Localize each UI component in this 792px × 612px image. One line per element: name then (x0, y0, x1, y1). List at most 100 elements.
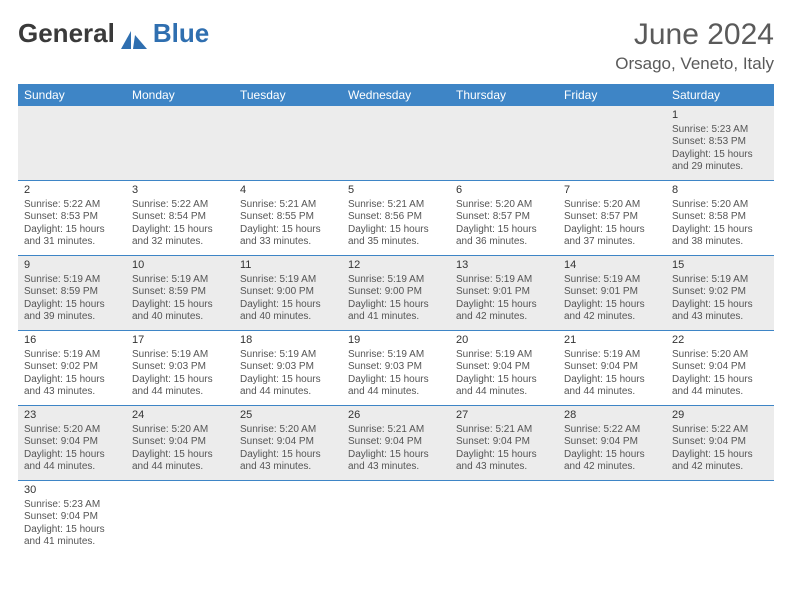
day-detail-line: Sunrise: 5:19 AM (132, 349, 228, 362)
calendar-empty-cell (450, 481, 558, 556)
day-detail-line: Daylight: 15 hours (564, 224, 660, 237)
location: Orsago, Veneto, Italy (615, 54, 774, 74)
month-year: June 2024 (615, 18, 774, 52)
day-detail-line: Sunrise: 5:20 AM (240, 424, 336, 437)
calendar-empty-cell (558, 106, 666, 181)
day-detail-line: and 42 minutes. (564, 461, 660, 474)
day-detail-line: and 41 minutes. (348, 311, 444, 324)
calendar-day-cell: 17Sunrise: 5:19 AMSunset: 9:03 PMDayligh… (126, 331, 234, 406)
day-number: 12 (348, 259, 444, 273)
day-detail-line: Daylight: 15 hours (564, 299, 660, 312)
day-detail-line: and 40 minutes. (240, 311, 336, 324)
calendar-week: 16 Sunrise: 5:19 AM Sunset: 9:02 PM Dayligh… (18, 331, 774, 406)
col-saturday: Saturday (666, 84, 774, 106)
day-number: 27 (456, 409, 552, 423)
day-detail-line: Sunset: 9:04 PM (132, 436, 228, 449)
day-detail-line: Daylight: 15 hours (348, 224, 444, 237)
day-detail-line: Sunset: 8:57 PM (564, 211, 660, 224)
day-detail-line: Sunset: 9:00 PM (240, 286, 336, 299)
calendar-day-cell: 30Sunrise: 5:23 AMSunset: 9:04 PMDayligh… (18, 481, 126, 556)
day-detail-line: Sunrise: 5:19 AM (348, 349, 444, 362)
calendar-day-cell: 4Sunrise: 5:21 AMSunset: 8:55 PMDaylight… (234, 181, 342, 256)
day-detail-line: Sunset: 9:00 PM (348, 286, 444, 299)
calendar-empty-cell (666, 481, 774, 556)
col-friday: Friday (558, 84, 666, 106)
day-detail-line: and 43 minutes. (24, 386, 120, 399)
day-number: 16 (24, 334, 120, 348)
calendar-day-cell: 6Sunrise: 5:20 AMSunset: 8:57 PMDaylight… (450, 181, 558, 256)
day-detail-line: Sunrise: 5:19 AM (672, 274, 768, 287)
day-number: 11 (240, 259, 336, 273)
calendar-week: 9Sunrise: 5:19 AMSunset: 8:59 PMDaylight… (18, 256, 774, 331)
calendar-day-cell: 10Sunrise: 5:19 AMSunset: 8:59 PMDayligh… (126, 256, 234, 331)
day-detail-line: Sunrise: 5:20 AM (672, 349, 768, 362)
day-detail-line: Sunrise: 5:22 AM (672, 424, 768, 437)
day-detail-line: Sunrise: 5:21 AM (348, 424, 444, 437)
brand-part2: Blue (153, 18, 209, 49)
day-number: 25 (240, 409, 336, 423)
day-detail-line: Sunset: 9:04 PM (456, 361, 552, 374)
calendar-day-cell: 25Sunrise: 5:20 AMSunset: 9:04 PMDayligh… (234, 406, 342, 481)
day-number: 3 (132, 184, 228, 198)
day-detail-line: and 32 minutes. (132, 236, 228, 249)
calendar-day-cell: 22Sunrise: 5:20 AMSunset: 9:04 PMDayligh… (666, 331, 774, 406)
day-detail-line: Sunrise: 5:20 AM (672, 199, 768, 212)
calendar-day-cell: 27Sunrise: 5:21 AMSunset: 9:04 PMDayligh… (450, 406, 558, 481)
day-detail-line: Daylight: 15 hours (132, 299, 228, 312)
day-detail-line: and 43 minutes. (240, 461, 336, 474)
day-number: 20 (456, 334, 552, 348)
day-detail-line: and 31 minutes. (24, 236, 120, 249)
day-number: 26 (348, 409, 444, 423)
day-detail-line: and 42 minutes. (456, 311, 552, 324)
calendar-day-cell: 13Sunrise: 5:19 AMSunset: 9:01 PMDayligh… (450, 256, 558, 331)
calendar-day-cell: 2Sunrise: 5:22 AMSunset: 8:53 PMDaylight… (18, 181, 126, 256)
day-detail-line: Daylight: 15 hours (240, 299, 336, 312)
day-detail-line: Sunset: 9:01 PM (564, 286, 660, 299)
day-detail-line: and 44 minutes. (564, 386, 660, 399)
day-detail-line: Daylight: 15 hours (132, 224, 228, 237)
day-detail-line: Sunset: 8:57 PM (456, 211, 552, 224)
day-number: 17 (132, 334, 228, 348)
day-detail-line: Sunset: 9:02 PM (672, 286, 768, 299)
day-number: 10 (132, 259, 228, 273)
day-detail-line: Sunset: 8:53 PM (672, 136, 768, 149)
day-detail-line: Daylight: 15 hours (24, 299, 120, 312)
day-detail-line: Sunset: 9:04 PM (24, 436, 120, 449)
day-detail-line: and 44 minutes. (348, 386, 444, 399)
day-detail-line: Sunrise: 5:22 AM (24, 199, 120, 212)
day-detail-line: Sunrise: 5:20 AM (132, 424, 228, 437)
day-number: 28 (564, 409, 660, 423)
calendar-day-cell: 9Sunrise: 5:19 AMSunset: 8:59 PMDaylight… (18, 256, 126, 331)
day-detail-line: Daylight: 15 hours (240, 374, 336, 387)
day-detail-line: Daylight: 15 hours (672, 374, 768, 387)
col-thursday: Thursday (450, 84, 558, 106)
day-number: 14 (564, 259, 660, 273)
day-detail-line: Daylight: 15 hours (564, 374, 660, 387)
day-detail-line: Sunrise: 5:19 AM (564, 349, 660, 362)
day-number: 21 (564, 334, 660, 348)
day-detail-line: and 43 minutes. (456, 461, 552, 474)
calendar-empty-cell (342, 481, 450, 556)
day-detail-line: and 35 minutes. (348, 236, 444, 249)
calendar-empty-cell (234, 481, 342, 556)
calendar-day-cell: 28Sunrise: 5:22 AMSunset: 9:04 PMDayligh… (558, 406, 666, 481)
day-detail-line: Sunset: 9:02 PM (24, 361, 120, 374)
day-detail-line: Sunset: 8:58 PM (672, 211, 768, 224)
calendar-empty-cell (558, 481, 666, 556)
day-detail-line: and 44 minutes. (24, 461, 120, 474)
col-monday: Monday (126, 84, 234, 106)
calendar-day-cell: 23Sunrise: 5:20 AMSunset: 9:04 PMDayligh… (18, 406, 126, 481)
day-detail-line: Sunrise: 5:19 AM (456, 349, 552, 362)
calendar-week: 30Sunrise: 5:23 AMSunset: 9:04 PMDayligh… (18, 481, 774, 556)
calendar-day-cell: 24Sunrise: 5:20 AMSunset: 9:04 PMDayligh… (126, 406, 234, 481)
day-detail-line: and 43 minutes. (348, 461, 444, 474)
day-detail-line: Daylight: 15 hours (672, 449, 768, 462)
day-detail-line: and 42 minutes. (564, 311, 660, 324)
day-detail-line: Sunrise: 5:23 AM (24, 499, 120, 512)
day-number: 29 (672, 409, 768, 423)
day-detail-line: Daylight: 15 hours (24, 524, 120, 537)
day-detail-line: Daylight: 15 hours (456, 299, 552, 312)
day-detail-line: Daylight: 15 hours (564, 449, 660, 462)
calendar-day-cell: 5Sunrise: 5:21 AMSunset: 8:56 PMDaylight… (342, 181, 450, 256)
calendar-day-cell: 14Sunrise: 5:19 AMSunset: 9:01 PMDayligh… (558, 256, 666, 331)
